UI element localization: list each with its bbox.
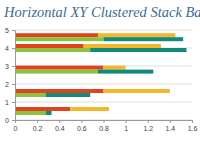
tick-label: 1.2 (143, 125, 153, 132)
bar (15, 37, 104, 41)
tick-label: 5 (5, 27, 9, 34)
bar (104, 89, 170, 93)
bar (15, 70, 98, 74)
axis-line (15, 31, 16, 121)
tick-label: 0.8 (99, 125, 109, 132)
bar (46, 111, 52, 115)
tick-mark (15, 120, 16, 123)
tick-mark (148, 120, 149, 123)
tick: 1 (124, 120, 128, 132)
tick-mark (12, 102, 15, 103)
bar (98, 70, 153, 74)
tick-label: 0 (5, 117, 9, 124)
bar (15, 48, 90, 52)
tick-mark (12, 84, 15, 85)
tick-mark (192, 120, 193, 123)
tick-mark (126, 120, 127, 123)
bar (70, 107, 109, 111)
bars (15, 33, 186, 115)
tick-mark (12, 66, 15, 67)
grid-line (15, 84, 192, 85)
tick: 1.2 (143, 120, 153, 132)
position-axis: 0 1 2 3 4 5 (5, 27, 15, 124)
tick-label: 1 (5, 99, 9, 106)
tick: 0.8 (99, 120, 109, 132)
grid-line (15, 102, 192, 103)
bar (15, 33, 98, 37)
bar (98, 33, 175, 37)
bar (15, 111, 46, 115)
tick-label: 1.6 (188, 125, 198, 132)
bar (15, 107, 70, 111)
tick: 0 (14, 120, 18, 132)
tick: 0.2 (33, 120, 43, 132)
tick-label: 4 (5, 45, 9, 52)
grid (15, 30, 192, 120)
tick-label: 1.4 (166, 125, 176, 132)
tick: 1 (5, 99, 15, 106)
tick-mark (12, 120, 15, 121)
tick-mark (12, 30, 15, 31)
value-axis: 0 0.2 0.4 0.6 0.8 1 1.2 1.4 1.6 (14, 120, 198, 132)
tick-mark (12, 48, 15, 49)
bar (104, 66, 126, 70)
tick: 2 (5, 81, 15, 88)
tick: 0 (5, 117, 15, 124)
bar (15, 44, 84, 48)
tick: 3 (5, 63, 15, 70)
tick-mark (81, 120, 82, 123)
tick-label: 2 (5, 81, 9, 88)
tick-label: 0.4 (55, 125, 65, 132)
tick: 1.6 (188, 120, 198, 132)
tick-mark (170, 120, 171, 123)
bar (15, 89, 104, 93)
tick-mark (37, 120, 38, 123)
title: Horizontal XY Clustered Stack Bars (3, 4, 200, 20)
bar (90, 48, 186, 52)
tick: 4 (5, 45, 15, 52)
tick-mark (104, 120, 105, 123)
tick-label: 0.6 (77, 125, 87, 132)
tick: 1.4 (166, 120, 176, 132)
tick: 0.4 (55, 120, 65, 132)
grid-line (15, 30, 192, 31)
tick: 5 (5, 27, 15, 34)
tick-label: 0.2 (33, 125, 43, 132)
bar (46, 93, 90, 97)
bar (15, 66, 104, 70)
tick-mark (59, 120, 60, 123)
tick-label: 0 (14, 125, 18, 132)
chart: Horizontal XY Clustered Stack Bars 0 1 2 3 4 5… (0, 0, 200, 150)
tick-label: 1 (124, 125, 128, 132)
tick: 0.6 (77, 120, 87, 132)
tick-label: 3 (5, 63, 9, 70)
bar (104, 37, 184, 41)
bar (84, 44, 161, 48)
bar (15, 93, 46, 97)
